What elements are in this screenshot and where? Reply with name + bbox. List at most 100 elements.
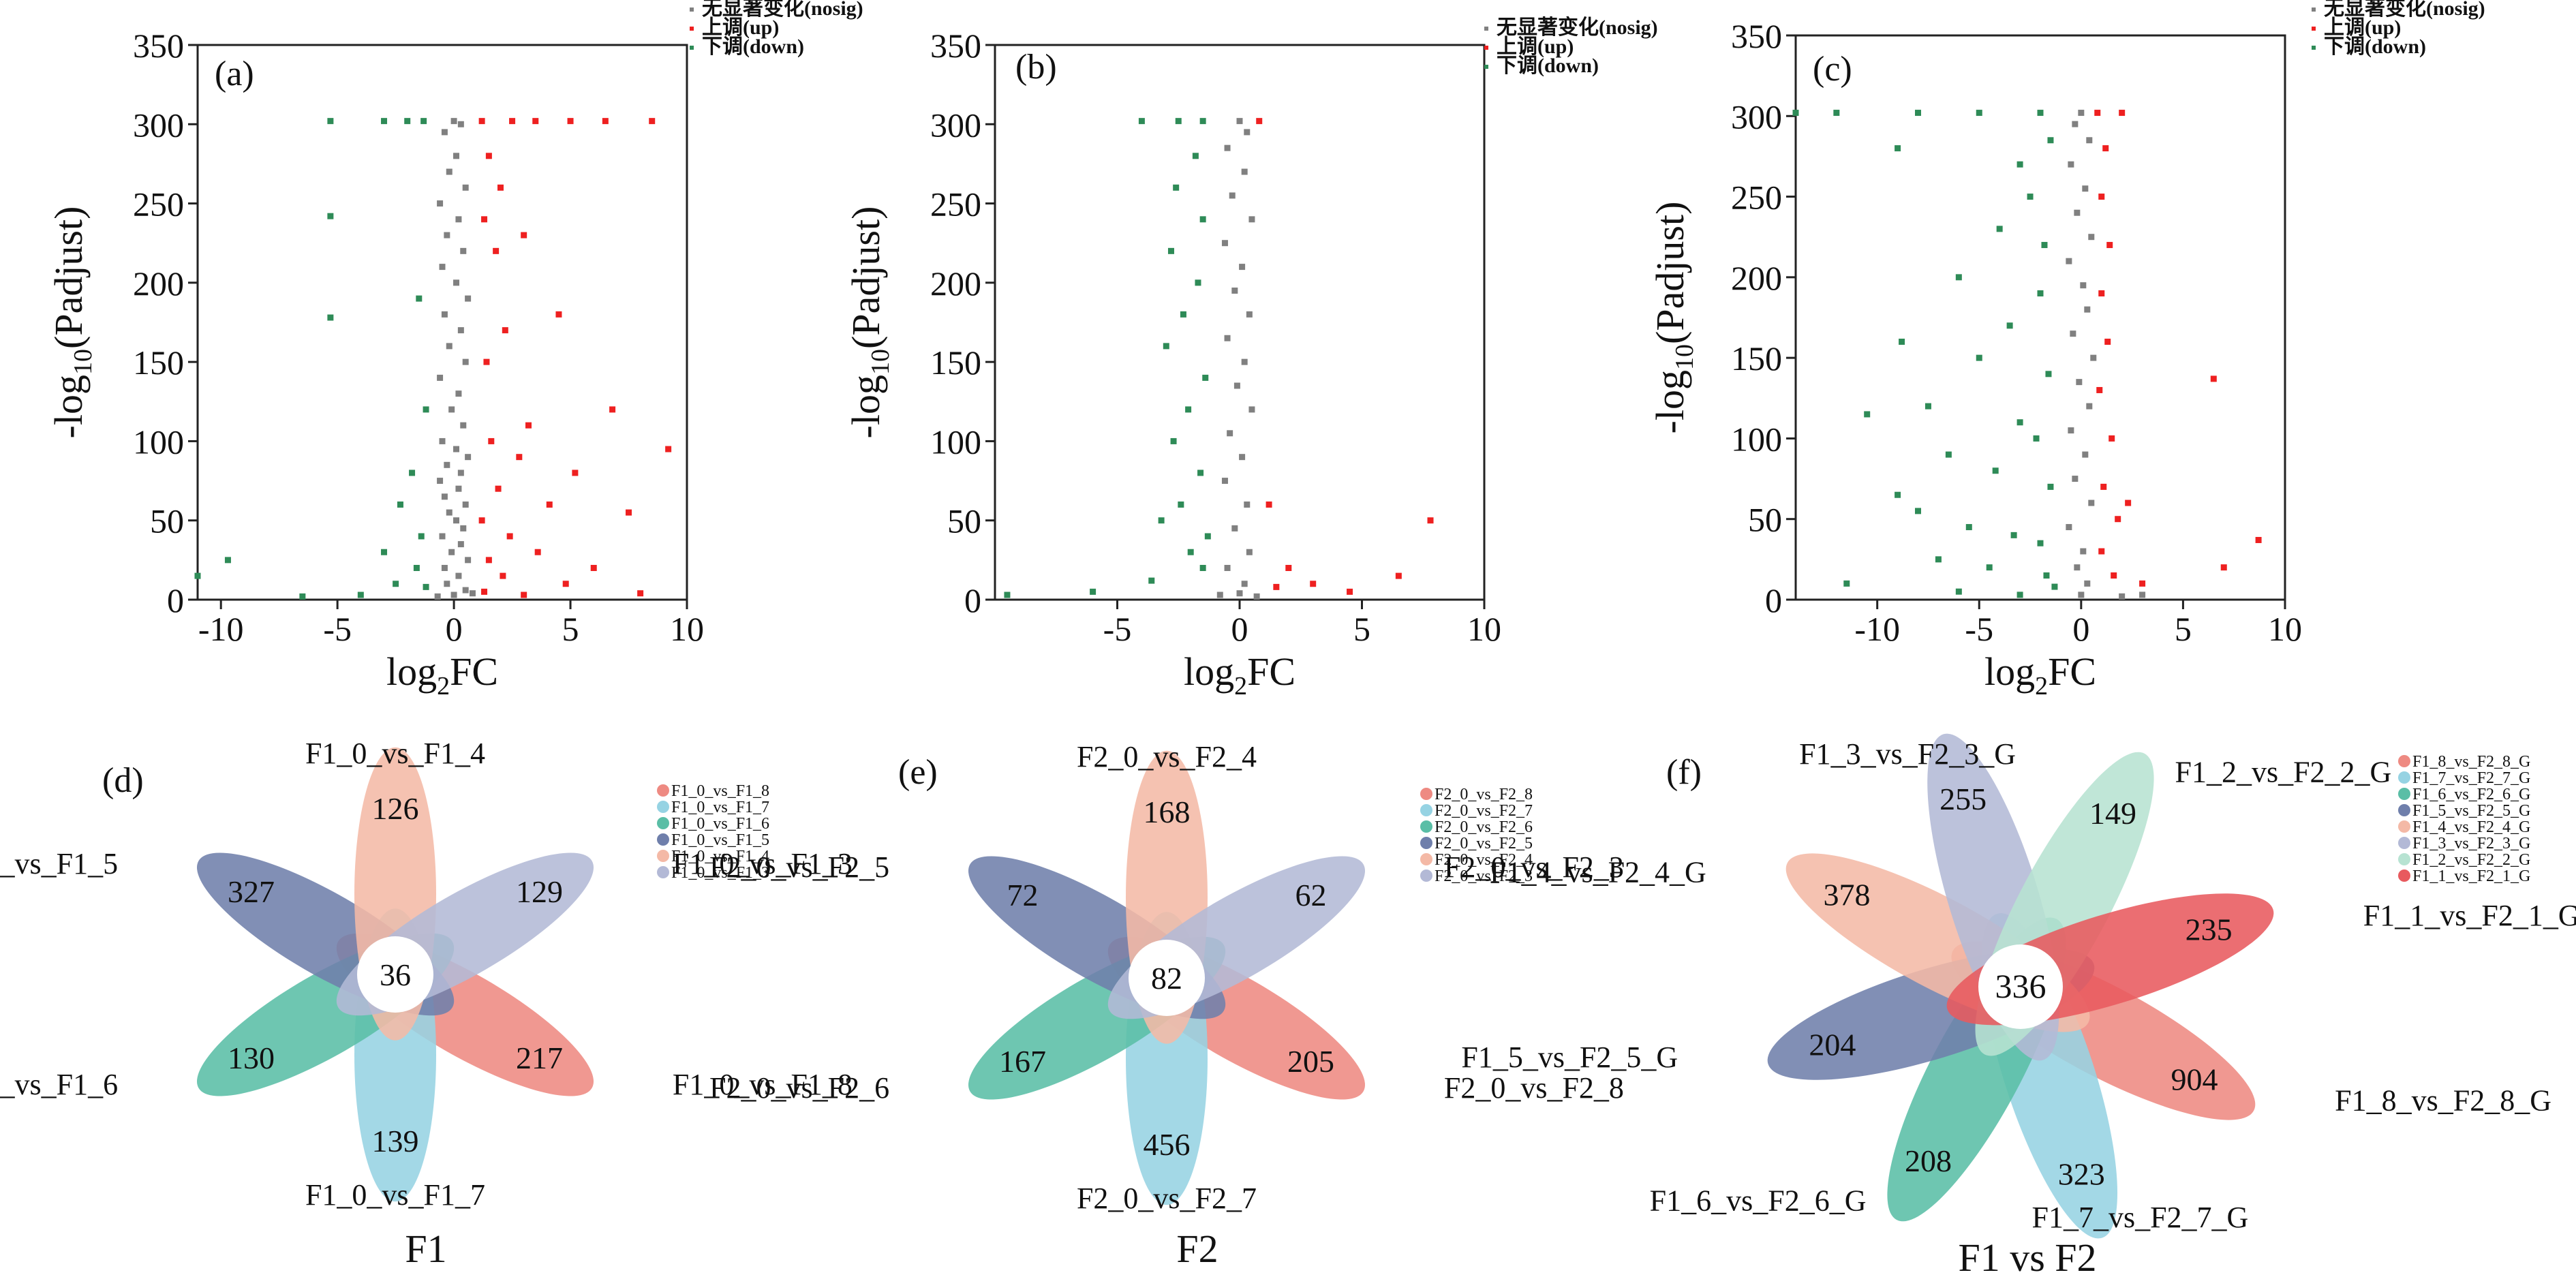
y-axis-label: -log10(Padjust) [1648,202,1699,434]
point-down [2010,532,2017,538]
point-up [478,118,485,125]
point-down [418,533,425,540]
point-nosig [437,478,444,484]
point-nosig [1241,581,1248,587]
venn-flower-d: 217 F1_0_vs_F1_8 139 F1_0_vs_F1_7 130 F1_0_vs… [0,737,853,1271]
point-down [1899,338,1905,345]
point-nosig [1216,591,1223,598]
legend-marker [657,784,669,797]
panel-label: (e) [898,753,938,792]
legend-entry: F1_0_vs_F1_8 [671,782,769,800]
legend-entry: F1_0_vs_F1_5 [671,831,769,849]
legend-entry: 下调(down) [702,35,804,58]
point-up [1266,501,1272,508]
point-nosig [2139,591,2146,598]
legend-marker [1484,27,1488,31]
point-down [2047,483,2054,490]
point-nosig [434,593,441,600]
legend-marker [2398,755,2410,767]
panel-label: (b) [1015,48,1057,87]
point-down [2027,194,2034,200]
point-down [2051,583,2058,590]
point-nosig [1236,118,1243,125]
point-down [1199,564,1206,571]
point-up [534,549,541,555]
point-nosig [1221,478,1228,484]
point-down [1180,311,1186,318]
point-nosig [462,358,469,365]
y-tick-label: 200 [930,264,981,303]
point-nosig [453,517,460,524]
point-nosig [448,406,455,413]
x-tick-label: 10 [1467,610,1501,648]
legend-entry: F2_0_vs_F2_3 [1435,867,1533,885]
petal-value: 235 [2186,912,2233,947]
point-down [1178,501,1184,508]
point-down [1199,118,1206,125]
point-down [1138,118,1145,125]
point-nosig [1248,406,1255,413]
petal-label: F2_0_vs_F2_8 [1444,1071,1624,1105]
point-down [1195,279,1201,286]
point-down [1199,216,1206,223]
x-axis-label: log2FC [386,649,498,701]
legend-entry: F2_0_vs_F2_6 [1435,818,1533,836]
legend-entry: 无显著变化(nosig) [702,0,863,20]
point-down [2037,110,2044,117]
legend-marker [657,801,669,813]
point-nosig [453,446,460,452]
legend-marker [690,7,694,12]
point-down [1935,556,1942,563]
point-up [485,557,492,564]
plot-frame [994,44,1486,601]
point-up [626,509,632,516]
point-nosig [437,200,444,207]
point-up [481,216,488,223]
y-tick-label: 100 [1731,420,1782,458]
point-up [2102,145,2109,152]
point-nosig [2074,564,2081,571]
x-tick-label: 5 [1353,610,1370,648]
point-nosig [446,168,453,175]
y-axis-label: -log10(Padjust) [844,206,895,439]
point-nosig [2066,524,2072,531]
y-tick-label: 50 [1748,501,1782,539]
point-nosig [2076,379,2083,386]
point-down [1992,467,1999,474]
point-up [590,564,597,571]
point-nosig [1224,335,1231,341]
point-up [637,590,644,597]
y-tick-label: 150 [133,343,184,382]
point-down [1158,517,1165,524]
point-down [1197,470,1204,476]
x-tick-label: -10 [1854,610,1900,648]
legend-entry: F2_0_vs_F2_7 [1435,802,1533,820]
point-nosig [2078,110,2085,117]
point-down [2017,161,2023,168]
point-nosig [2090,354,2097,361]
point-nosig [455,216,462,223]
point-nosig [1229,192,1236,199]
x-tick-label: 0 [446,610,463,648]
point-up [495,485,502,492]
point-nosig [2084,306,2091,313]
legend-marker [2312,27,2316,31]
petal-value: 205 [1287,1044,1334,1079]
legend-entry: F1_6_vs_F2_6_G [2412,786,2530,803]
petal-label: F2_0_vs_F2_7 [1077,1182,1257,1215]
x-tick-label: 5 [2175,610,2192,648]
point-down [1148,577,1155,584]
venn-flower-e: 205 F2_0_vs_F2_8 456 F2_0_vs_F2_7 167 F2_0_vs… [709,740,1624,1271]
point-up [1310,581,1317,587]
legend: 无显著变化(nosig)上调(up)下调(down) [2312,0,2485,58]
point-up [602,118,609,125]
petal-value: 129 [516,874,563,909]
legend-marker [1420,820,1432,833]
point-nosig [1239,454,1246,461]
point-up [2100,483,2107,490]
petal-value: 149 [2089,796,2136,831]
point-up [497,184,504,191]
center-circle [1978,944,2063,1029]
point-down [1192,153,1199,159]
point-nosig [453,279,460,286]
